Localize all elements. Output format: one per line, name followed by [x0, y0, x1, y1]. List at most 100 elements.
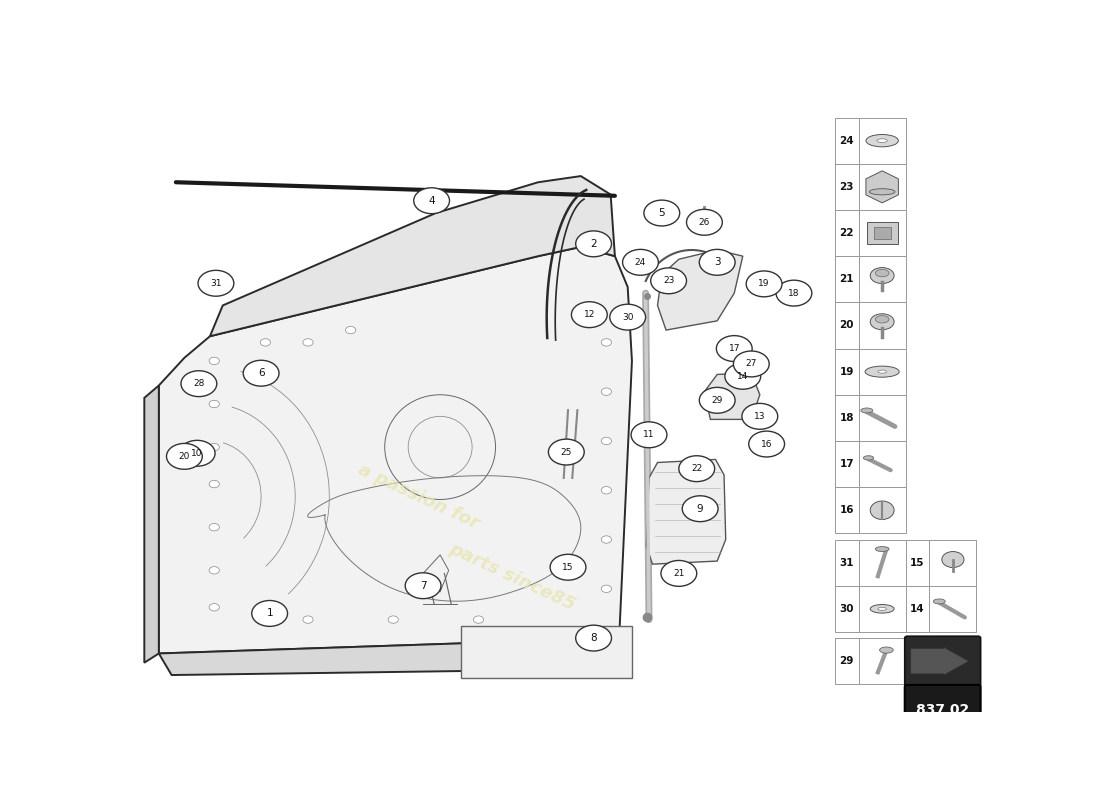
Polygon shape	[704, 373, 760, 419]
Text: 18: 18	[839, 413, 854, 423]
Text: 23: 23	[663, 276, 674, 286]
Bar	[859, 441, 905, 487]
Bar	[930, 539, 977, 586]
Text: 31: 31	[839, 558, 854, 568]
Circle shape	[644, 200, 680, 226]
Text: 837 02: 837 02	[916, 703, 969, 717]
Circle shape	[473, 616, 484, 623]
Bar	[859, 256, 905, 302]
Bar	[905, 586, 930, 632]
Text: 23: 23	[839, 182, 854, 192]
Bar	[873, 227, 891, 239]
Ellipse shape	[876, 546, 889, 551]
Ellipse shape	[865, 366, 899, 378]
Text: 30: 30	[621, 313, 634, 322]
Circle shape	[686, 210, 723, 235]
Circle shape	[243, 360, 279, 386]
Circle shape	[209, 443, 219, 451]
Circle shape	[182, 370, 217, 397]
Circle shape	[209, 357, 219, 365]
Ellipse shape	[870, 605, 894, 613]
Circle shape	[725, 363, 761, 390]
Text: 5: 5	[659, 208, 666, 218]
Circle shape	[746, 271, 782, 297]
Circle shape	[302, 338, 313, 346]
Bar	[859, 487, 905, 534]
Text: 22: 22	[839, 228, 854, 238]
Circle shape	[602, 585, 612, 593]
Polygon shape	[158, 638, 619, 675]
Circle shape	[682, 496, 718, 522]
Ellipse shape	[870, 501, 894, 519]
Polygon shape	[647, 459, 726, 564]
Circle shape	[209, 400, 219, 408]
Bar	[905, 539, 930, 586]
Bar	[859, 638, 905, 684]
Ellipse shape	[866, 134, 899, 147]
Text: 21: 21	[673, 569, 684, 578]
Circle shape	[209, 523, 219, 531]
Ellipse shape	[864, 456, 873, 460]
Bar	[859, 394, 905, 441]
Bar	[835, 164, 859, 210]
Circle shape	[166, 443, 202, 470]
Bar	[859, 164, 905, 210]
Text: 24: 24	[635, 258, 646, 267]
Text: 19: 19	[839, 366, 854, 377]
Bar	[462, 626, 631, 678]
Bar	[859, 118, 905, 164]
Circle shape	[345, 326, 355, 334]
Text: 21: 21	[839, 274, 854, 284]
FancyBboxPatch shape	[904, 685, 980, 734]
Circle shape	[252, 601, 287, 626]
Text: 29: 29	[839, 656, 854, 666]
Circle shape	[700, 250, 735, 275]
Circle shape	[549, 439, 584, 465]
Polygon shape	[866, 171, 899, 203]
Text: 16: 16	[839, 506, 854, 515]
Text: 17: 17	[728, 344, 740, 353]
Circle shape	[602, 388, 612, 395]
Ellipse shape	[876, 270, 889, 277]
Text: 10: 10	[191, 449, 202, 458]
Circle shape	[209, 566, 219, 574]
Text: 7: 7	[420, 581, 427, 590]
Circle shape	[623, 250, 659, 275]
Circle shape	[602, 438, 612, 445]
Text: a passion for: a passion for	[355, 461, 482, 532]
Bar	[835, 394, 859, 441]
Ellipse shape	[933, 599, 945, 604]
Circle shape	[414, 188, 450, 214]
Text: 24: 24	[839, 136, 854, 146]
Polygon shape	[210, 176, 615, 336]
Circle shape	[679, 456, 715, 482]
Circle shape	[261, 338, 271, 346]
Circle shape	[700, 387, 735, 414]
Text: 1: 1	[266, 609, 273, 618]
Ellipse shape	[878, 607, 887, 610]
Circle shape	[651, 268, 686, 294]
Text: 9: 9	[696, 504, 704, 514]
Bar	[835, 118, 859, 164]
Bar	[835, 487, 859, 534]
Text: 25: 25	[561, 447, 572, 457]
Bar	[835, 638, 859, 684]
Ellipse shape	[942, 551, 964, 567]
Circle shape	[602, 486, 612, 494]
Text: 13: 13	[755, 412, 766, 421]
Text: 6: 6	[257, 368, 264, 378]
Text: 18: 18	[789, 289, 800, 298]
Text: 11: 11	[644, 430, 654, 439]
Ellipse shape	[861, 408, 872, 413]
Circle shape	[405, 573, 441, 598]
FancyBboxPatch shape	[904, 636, 980, 686]
Bar	[859, 539, 905, 586]
Bar	[930, 586, 977, 632]
Bar	[835, 302, 859, 349]
Ellipse shape	[870, 267, 894, 283]
Text: 15: 15	[911, 558, 925, 568]
Text: 2: 2	[591, 239, 597, 249]
Text: 20: 20	[178, 452, 190, 461]
Circle shape	[734, 351, 769, 377]
Polygon shape	[144, 386, 158, 662]
